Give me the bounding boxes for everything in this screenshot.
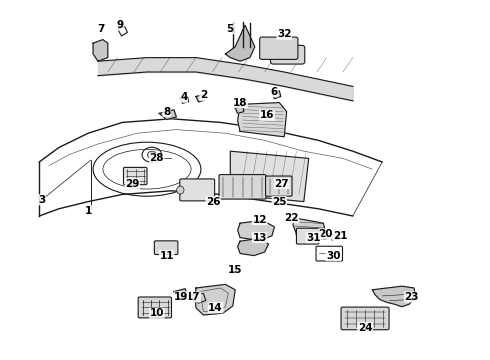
Text: 26: 26 xyxy=(206,197,220,207)
Polygon shape xyxy=(238,238,269,256)
FancyBboxPatch shape xyxy=(219,175,266,199)
Polygon shape xyxy=(238,103,287,137)
FancyBboxPatch shape xyxy=(123,167,147,185)
Text: 7: 7 xyxy=(97,24,104,34)
Text: 1: 1 xyxy=(85,206,92,216)
Polygon shape xyxy=(93,40,108,61)
Text: 28: 28 xyxy=(149,153,164,163)
Polygon shape xyxy=(272,91,281,99)
Text: 4: 4 xyxy=(180,92,188,102)
FancyBboxPatch shape xyxy=(180,179,215,201)
Text: 32: 32 xyxy=(277,29,292,39)
Text: 8: 8 xyxy=(163,107,170,117)
Text: 5: 5 xyxy=(227,24,234,34)
Text: 30: 30 xyxy=(326,251,341,261)
Text: 12: 12 xyxy=(252,215,267,225)
FancyBboxPatch shape xyxy=(270,45,305,64)
Polygon shape xyxy=(235,106,244,113)
Text: 27: 27 xyxy=(274,179,289,189)
FancyBboxPatch shape xyxy=(341,307,389,330)
Polygon shape xyxy=(184,293,206,303)
Text: 9: 9 xyxy=(117,20,123,30)
Text: 3: 3 xyxy=(38,195,45,205)
Text: 15: 15 xyxy=(228,265,243,275)
Polygon shape xyxy=(180,96,189,103)
Polygon shape xyxy=(196,95,205,102)
Text: 17: 17 xyxy=(186,292,201,302)
Text: 2: 2 xyxy=(200,90,207,100)
Text: 20: 20 xyxy=(318,229,333,239)
Text: 16: 16 xyxy=(260,110,274,120)
Text: 13: 13 xyxy=(252,233,267,243)
Polygon shape xyxy=(372,286,416,307)
Ellipse shape xyxy=(176,186,184,194)
Text: 11: 11 xyxy=(159,251,174,261)
Circle shape xyxy=(231,267,238,272)
FancyBboxPatch shape xyxy=(296,228,319,244)
Polygon shape xyxy=(293,218,326,239)
Polygon shape xyxy=(195,284,235,315)
Text: 23: 23 xyxy=(404,292,419,302)
Text: 24: 24 xyxy=(358,323,372,333)
Text: 25: 25 xyxy=(272,197,287,207)
Polygon shape xyxy=(321,233,329,239)
Polygon shape xyxy=(159,110,176,120)
FancyBboxPatch shape xyxy=(260,37,298,59)
Polygon shape xyxy=(225,25,255,61)
Polygon shape xyxy=(174,289,187,299)
Polygon shape xyxy=(230,151,309,202)
Polygon shape xyxy=(238,220,274,240)
Text: 14: 14 xyxy=(208,303,223,313)
Text: 22: 22 xyxy=(284,213,299,223)
Text: 19: 19 xyxy=(174,292,189,302)
Text: 21: 21 xyxy=(333,231,348,241)
Text: 31: 31 xyxy=(306,233,321,243)
Text: 29: 29 xyxy=(125,179,140,189)
Polygon shape xyxy=(329,234,339,240)
Ellipse shape xyxy=(147,151,156,158)
Text: 18: 18 xyxy=(233,98,247,108)
FancyBboxPatch shape xyxy=(138,297,171,318)
Text: 10: 10 xyxy=(149,308,164,318)
FancyBboxPatch shape xyxy=(266,176,292,196)
Text: 6: 6 xyxy=(271,87,278,97)
FancyBboxPatch shape xyxy=(154,241,178,255)
